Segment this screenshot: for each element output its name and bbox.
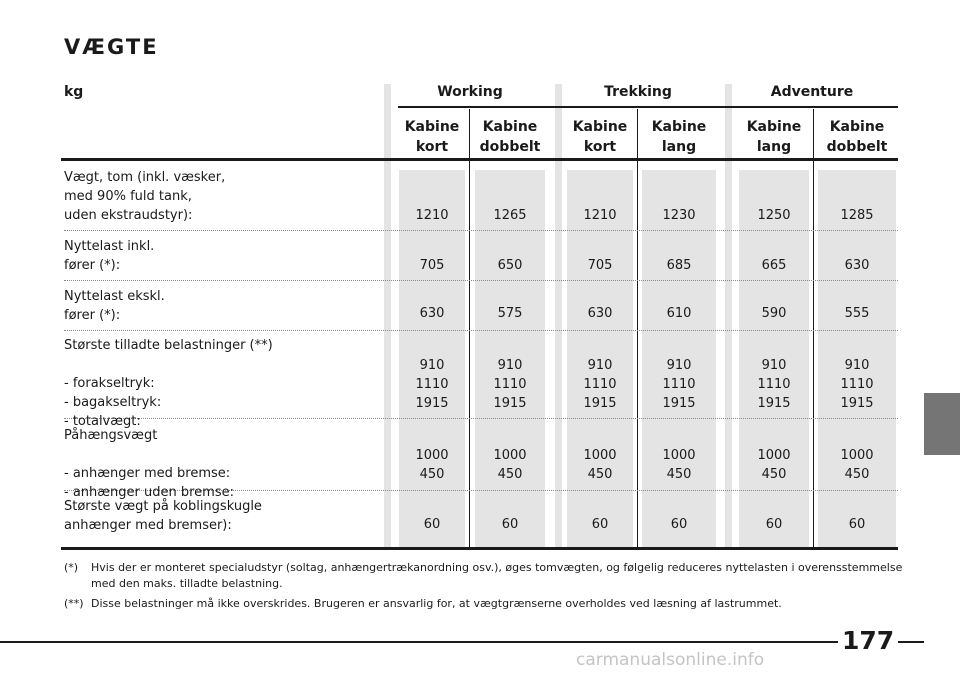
page-title: VÆGTE (64, 35, 159, 59)
cell-value: 665 (761, 258, 787, 273)
column-divider (637, 109, 638, 548)
cell-value: 60 (501, 517, 519, 532)
cell-value: 910 1110 1915 (583, 358, 617, 411)
col-header-working-dobbelt: Kabine dobbelt (479, 119, 541, 155)
cell-value: 555 (844, 306, 870, 321)
row-separator (64, 418, 898, 419)
cell-value: 1000 450 (583, 448, 617, 482)
cell-value: 705 (419, 258, 445, 273)
footnote-text: Disse belastninger må ikke overskrides. … (91, 597, 782, 610)
cell-value: 630 (587, 306, 613, 321)
header-rule (398, 106, 898, 108)
cell-value: 60 (423, 517, 441, 532)
cell-value: 910 1110 1915 (662, 358, 696, 411)
cell-value: 910 1110 1915 (415, 358, 449, 411)
row-separator (64, 330, 898, 331)
cell-value: 1000 450 (840, 448, 874, 482)
footnote-2: (**) Disse belastninger må ikke overskri… (64, 596, 924, 612)
cell-value: 60 (765, 517, 783, 532)
footnote-text: Hvis der er monteret specialudstyr (solt… (91, 561, 903, 590)
section-tab (924, 393, 960, 455)
group-header-working: Working (437, 84, 503, 100)
row-label-towing-weight: Påhængsvægt - anhænger med bremse: - anh… (64, 428, 234, 500)
cell-value: 630 (844, 258, 870, 273)
cell-value: 1285 (840, 208, 874, 223)
cell-value: 1250 (757, 208, 791, 223)
footnote-mark: (*) (64, 561, 79, 574)
row-label-payload-incl: Nyttelast inkl. fører (*): (64, 239, 155, 273)
cell-value: 1210 (415, 208, 449, 223)
col-header-adventure-dobbelt: Kabine dobbelt (826, 119, 888, 155)
cell-value: 705 (587, 258, 613, 273)
cell-value: 1210 (583, 208, 617, 223)
footnote-1: (*) Hvis der er monteret specialudstyr (… (64, 560, 924, 592)
row-label-payload-excl: Nyttelast ekskl. fører (*): (64, 289, 165, 323)
column-divider (469, 109, 470, 548)
table-top-rule (61, 158, 898, 161)
unit-label: kg (64, 84, 84, 100)
row-label-max-loads: Største tilladte belastninger (**) - for… (64, 338, 273, 429)
row-separator (64, 230, 898, 231)
row-label-empty-weight: Vægt, tom (inkl. væsker, med 90% fuld ta… (64, 170, 226, 223)
cell-value: 685 (666, 258, 692, 273)
cell-value: 1000 450 (662, 448, 696, 482)
cell-value: 650 (497, 258, 523, 273)
cell-value: 590 (761, 306, 787, 321)
row-separator (64, 280, 898, 281)
cell-value: 60 (848, 517, 866, 532)
col-header-working-kort: Kabine kort (404, 119, 460, 155)
watermark: carmanualsonline.info (576, 650, 765, 670)
cell-value: 610 (666, 306, 692, 321)
group-header-trekking: Trekking (604, 84, 672, 100)
row-label-towball-weight: Største vægt på koblingskugle anhænger m… (64, 499, 262, 533)
column-divider (813, 109, 814, 548)
cell-value: 1000 450 (493, 448, 527, 482)
cell-value: 575 (497, 306, 523, 321)
footer-rule (0, 641, 924, 643)
cell-value: 60 (670, 517, 688, 532)
cell-value: 1000 450 (757, 448, 791, 482)
page-number: 177 (838, 626, 899, 655)
table-bottom-rule (61, 547, 898, 550)
cell-value: 1230 (662, 208, 696, 223)
col-header-trekking-kort: Kabine kort (572, 119, 628, 155)
cell-value: 910 1110 1915 (840, 358, 874, 411)
footnote-mark: (**) (64, 597, 84, 610)
col-header-trekking-lang: Kabine lang (651, 119, 707, 155)
cell-value: 910 1110 1915 (757, 358, 791, 411)
cell-value: 910 1110 1915 (493, 358, 527, 411)
cell-value: 60 (591, 517, 609, 532)
group-header-adventure: Adventure (770, 84, 854, 100)
cell-value: 1000 450 (415, 448, 449, 482)
cell-value: 1265 (493, 208, 527, 223)
row-separator (64, 490, 898, 491)
col-header-adventure-lang: Kabine lang (746, 119, 802, 155)
cell-value: 630 (419, 306, 445, 321)
